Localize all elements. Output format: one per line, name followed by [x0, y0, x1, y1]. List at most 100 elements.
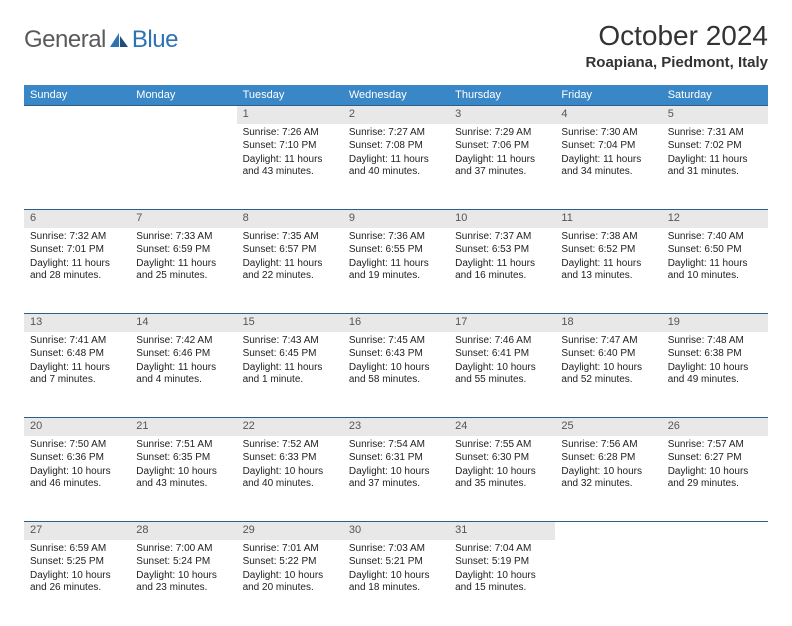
day-content-cell: Sunrise: 7:03 AMSunset: 5:21 PMDaylight:…	[343, 540, 449, 626]
sunset-text: Sunset: 5:21 PM	[349, 556, 443, 569]
day-number-cell: 4	[555, 106, 661, 124]
sunrise-text: Sunrise: 7:29 AM	[455, 127, 549, 140]
week-content-row: Sunrise: 7:32 AMSunset: 7:01 PM Daylight:…	[24, 228, 768, 314]
sunset-text: Sunset: 6:52 PM	[561, 244, 655, 257]
daylight-text: Daylight: 10 hours and 58 minutes.	[349, 362, 443, 387]
sunset-text: Sunset: 6:50 PM	[668, 244, 762, 257]
sunrise-text: Sunrise: 7:57 AM	[668, 439, 762, 452]
sunrise-text: Sunrise: 7:47 AM	[561, 335, 655, 348]
sunset-text: Sunset: 6:36 PM	[30, 452, 124, 465]
sunset-text: Sunset: 6:43 PM	[349, 348, 443, 361]
sunrise-text: Sunrise: 7:30 AM	[561, 127, 655, 140]
sunset-text: Sunset: 7:01 PM	[30, 244, 124, 257]
header: General Blue October 2024 Roapiana, Pied…	[24, 20, 768, 71]
daylight-text: Daylight: 10 hours and 20 minutes.	[243, 570, 337, 595]
sunrise-text: Sunrise: 7:51 AM	[136, 439, 230, 452]
day-number-cell: 20	[24, 418, 130, 436]
day-content-cell: Sunrise: 7:40 AMSunset: 6:50 PMDaylight:…	[662, 228, 768, 314]
sunrise-text: Sunrise: 7:56 AM	[561, 439, 655, 452]
day-number-cell: 29	[237, 522, 343, 540]
daylight-text: Daylight: 10 hours and 29 minutes.	[668, 466, 762, 491]
daylight-text: Daylight: 10 hours and 49 minutes.	[668, 362, 762, 387]
day-content-cell: Sunrise: 7:33 AMSunset: 6:59 PMDaylight:…	[130, 228, 236, 314]
day-content-cell: Sunrise: 7:04 AMSunset: 5:19 PMDaylight:…	[449, 540, 555, 626]
day-content-cell	[555, 540, 661, 626]
daylight-text: Daylight: 10 hours and 32 minutes.	[561, 466, 655, 491]
brand-text-general: General	[24, 26, 106, 54]
day-number-cell: 16	[343, 314, 449, 332]
sunrise-text: Sunrise: 7:46 AM	[455, 335, 549, 348]
sunset-text: Sunset: 6:40 PM	[561, 348, 655, 361]
daylight-text: Daylight: 11 hours and 34 minutes.	[561, 154, 655, 179]
sunset-text: Sunset: 6:28 PM	[561, 452, 655, 465]
day-number-cell	[555, 522, 661, 540]
daylight-text: Daylight: 11 hours and 10 minutes.	[668, 258, 762, 283]
week-content-row: Sunrise: 6:59 AMSunset: 5:25 PMDaylight:…	[24, 540, 768, 626]
sunset-text: Sunset: 6:27 PM	[668, 452, 762, 465]
sunset-text: Sunset: 5:25 PM	[30, 556, 124, 569]
brand-text-blue: Blue	[132, 26, 178, 54]
daylight-text: Daylight: 10 hours and 37 minutes.	[349, 466, 443, 491]
day-number-cell: 5	[662, 106, 768, 124]
sunset-text: Sunset: 7:10 PM	[243, 140, 337, 153]
brand-logo: General Blue	[24, 26, 178, 54]
day-content-cell: Sunrise: 7:43 AMSunset: 6:45 PMDaylight:…	[237, 332, 343, 418]
dayname: Sunday	[24, 85, 130, 106]
sunset-text: Sunset: 7:04 PM	[561, 140, 655, 153]
daylight-text: Daylight: 11 hours and 13 minutes.	[561, 258, 655, 283]
day-number-cell: 12	[662, 210, 768, 228]
day-content-cell: Sunrise: 7:47 AMSunset: 6:40 PMDaylight:…	[555, 332, 661, 418]
day-content-cell: Sunrise: 7:55 AMSunset: 6:30 PMDaylight:…	[449, 436, 555, 522]
day-content-cell: Sunrise: 7:37 AMSunset: 6:53 PMDaylight:…	[449, 228, 555, 314]
daylight-text: Daylight: 10 hours and 43 minutes.	[136, 466, 230, 491]
day-content-cell: Sunrise: 7:36 AMSunset: 6:55 PMDaylight:…	[343, 228, 449, 314]
sunrise-text: Sunrise: 7:40 AM	[668, 231, 762, 244]
week-daynum-row: 12345	[24, 106, 768, 124]
day-content-cell: Sunrise: 7:01 AMSunset: 5:22 PMDaylight:…	[237, 540, 343, 626]
day-content-cell: Sunrise: 7:52 AMSunset: 6:33 PMDaylight:…	[237, 436, 343, 522]
sunset-text: Sunset: 7:08 PM	[349, 140, 443, 153]
day-number-cell: 9	[343, 210, 449, 228]
day-content-cell: Sunrise: 7:57 AMSunset: 6:27 PMDaylight:…	[662, 436, 768, 522]
day-content-cell: Sunrise: 7:56 AMSunset: 6:28 PMDaylight:…	[555, 436, 661, 522]
sunrise-text: Sunrise: 7:00 AM	[136, 543, 230, 556]
sunset-text: Sunset: 6:48 PM	[30, 348, 124, 361]
day-content-cell: Sunrise: 7:31 AMSunset: 7:02 PMDaylight:…	[662, 124, 768, 210]
sunset-text: Sunset: 7:02 PM	[668, 140, 762, 153]
dayname: Monday	[130, 85, 236, 106]
sunrise-text: Sunrise: 7:54 AM	[349, 439, 443, 452]
dayname: Thursday	[449, 85, 555, 106]
day-number-cell: 1	[237, 106, 343, 124]
daylight-text: Daylight: 11 hours and 40 minutes.	[349, 154, 443, 179]
day-number-cell	[662, 522, 768, 540]
sunset-text: Sunset: 6:46 PM	[136, 348, 230, 361]
day-number-cell: 11	[555, 210, 661, 228]
day-number-cell: 2	[343, 106, 449, 124]
sunrise-text: Sunrise: 7:37 AM	[455, 231, 549, 244]
sunset-text: Sunset: 6:38 PM	[668, 348, 762, 361]
day-content-cell: Sunrise: 7:42 AMSunset: 6:46 PMDaylight:…	[130, 332, 236, 418]
day-content-cell: Sunrise: 7:35 AMSunset: 6:57 PMDaylight:…	[237, 228, 343, 314]
day-number-cell: 23	[343, 418, 449, 436]
dayname: Saturday	[662, 85, 768, 106]
sunrise-text: Sunrise: 7:50 AM	[30, 439, 124, 452]
day-number-cell: 18	[555, 314, 661, 332]
sunrise-text: Sunrise: 7:43 AM	[243, 335, 337, 348]
week-daynum-row: 13141516171819	[24, 314, 768, 332]
dayname: Wednesday	[343, 85, 449, 106]
sunrise-text: Sunrise: 7:35 AM	[243, 231, 337, 244]
sunrise-text: Sunrise: 7:33 AM	[136, 231, 230, 244]
sunrise-text: Sunrise: 7:27 AM	[349, 127, 443, 140]
daylight-text: Daylight: 10 hours and 52 minutes.	[561, 362, 655, 387]
day-content-cell	[24, 124, 130, 210]
sunrise-text: Sunrise: 7:03 AM	[349, 543, 443, 556]
daylight-text: Daylight: 10 hours and 26 minutes.	[30, 570, 124, 595]
sunrise-text: Sunrise: 7:01 AM	[243, 543, 337, 556]
day-number-cell: 24	[449, 418, 555, 436]
day-content-cell: Sunrise: 7:26 AMSunset: 7:10 PMDaylight:…	[237, 124, 343, 210]
day-number-cell: 26	[662, 418, 768, 436]
sunrise-text: Sunrise: 7:32 AM	[30, 231, 124, 244]
day-content-cell: Sunrise: 7:29 AMSunset: 7:06 PMDaylight:…	[449, 124, 555, 210]
sunset-text: Sunset: 6:41 PM	[455, 348, 549, 361]
week-daynum-row: 2728293031	[24, 522, 768, 540]
